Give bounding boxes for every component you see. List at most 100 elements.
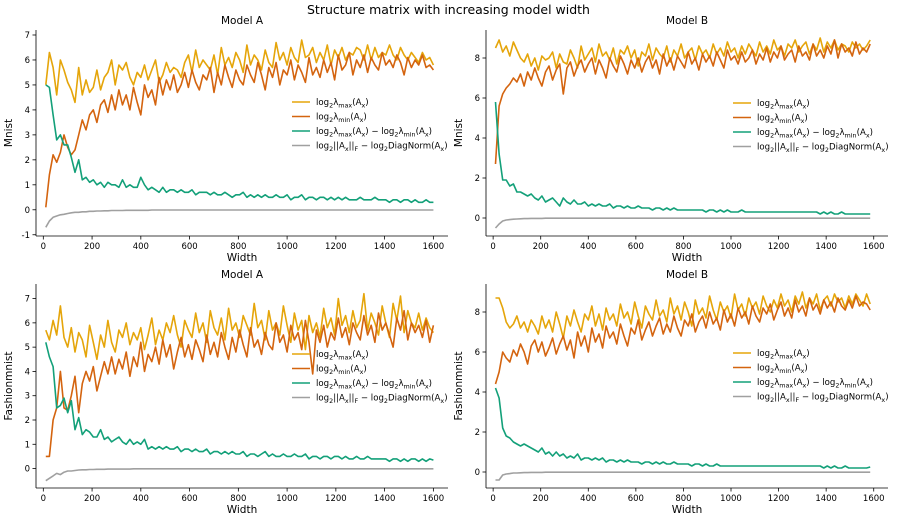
x-tick-label: 1400 [374, 242, 396, 252]
x-tick-label: 1400 [374, 494, 396, 504]
x-tick-label: 600 [181, 242, 197, 252]
y-axis-label: Mnist [453, 119, 465, 147]
series-line-diff [494, 101, 871, 215]
y-tick-label: 8 [475, 308, 480, 318]
x-tick-label: 0 [490, 242, 495, 252]
x-tick-label: 1000 [276, 242, 298, 252]
panel-title: Model A [221, 15, 264, 27]
x-tick-label: 1400 [815, 242, 837, 252]
legend-label-lmin: log2​λmin​(Ax​) [316, 365, 367, 377]
y-tick-label: 0 [475, 468, 480, 478]
y-tick-label: 6 [475, 348, 480, 358]
x-tick-label: 1200 [325, 242, 347, 252]
legend-label-diff: log2​λmax​(Ax​) − log2​λmin​(Ax​) [757, 128, 873, 140]
series-line-lmin [494, 295, 871, 385]
legend-label-diff: log2​λmax​(Ax​) − log2​λmin​(Ax​) [316, 379, 432, 391]
x-tick-label: 1200 [768, 242, 790, 252]
x-tick-label: 800 [230, 494, 246, 504]
y-tick-label: 4 [25, 367, 30, 377]
legend-label-diff: log2​λmax​(Ax​) − log2​λmin​(Ax​) [316, 127, 432, 139]
series-line-lmax [494, 37, 871, 71]
y-tick-label: 4 [475, 134, 480, 144]
y-tick-label: 1 [25, 440, 30, 450]
legend-label-lmin: log2​λmin​(Ax​) [757, 114, 808, 126]
y-tick-label: 2 [25, 416, 30, 426]
y-tick-label: 6 [475, 94, 480, 104]
series-line-lmax [45, 292, 435, 361]
x-tick-label: 1000 [720, 494, 742, 504]
y-tick-label: 4 [475, 388, 480, 398]
series-line-norm [494, 217, 871, 229]
x-tick-label: 800 [675, 494, 691, 504]
x-axis-label: Width [227, 252, 258, 264]
x-tick-label: 200 [84, 494, 100, 504]
x-axis-label: Width [227, 504, 258, 516]
x-tick-label: 800 [675, 242, 691, 252]
y-tick-label: 1 [25, 181, 30, 191]
x-tick-label: 600 [181, 494, 197, 504]
y-tick-label: 7 [25, 31, 30, 41]
legend-label-norm: log2​||Ax​||F​ − log2​DiagNorm(Ax​) [757, 143, 889, 155]
panel-title: Model A [221, 269, 264, 281]
x-axis-label: Width [672, 252, 703, 264]
x-tick-label: 0 [41, 494, 46, 504]
y-tick-label: 0 [25, 206, 30, 216]
legend-label-lmin: log2​λmin​(Ax​) [316, 113, 367, 125]
legend-label-lmin: log2​λmin​(Ax​) [757, 364, 808, 376]
x-tick-label: 1600 [423, 242, 445, 252]
x-tick-label: 1600 [863, 494, 885, 504]
x-tick-label: 200 [84, 242, 100, 252]
legend-label-lmax: log2​λmax​(Ax​) [316, 98, 369, 110]
x-tick-label: 1400 [815, 494, 837, 504]
series-line-lmin [45, 51, 435, 208]
series-line-norm [45, 209, 434, 228]
legend-label-diff: log2​λmax​(Ax​) − log2​λmin​(Ax​) [757, 378, 873, 390]
y-tick-label: 3 [25, 392, 30, 402]
y-tick-label: 5 [25, 343, 30, 353]
series-line-lmin [45, 309, 435, 458]
series-line-diff [494, 387, 871, 469]
x-tick-label: 800 [230, 242, 246, 252]
y-tick-label: -1 [22, 231, 30, 241]
x-tick-label: 1000 [276, 494, 298, 504]
series-line-norm [495, 471, 871, 481]
legend-label-lmax: log2​λmax​(Ax​) [316, 350, 369, 362]
y-tick-label: 2 [475, 428, 480, 438]
series-line-lmax [45, 39, 435, 104]
y-tick-label: 3 [25, 131, 30, 141]
y-tick-label: 2 [475, 174, 480, 184]
x-tick-label: 600 [628, 242, 644, 252]
x-tick-label: 400 [133, 242, 149, 252]
x-tick-label: 1600 [863, 242, 885, 252]
x-tick-label: 0 [41, 242, 46, 252]
series-line-diff [45, 342, 434, 463]
x-tick-label: 400 [580, 494, 596, 504]
legend-label-norm: log2​||Ax​||F​ − log2​DiagNorm(Ax​) [757, 393, 889, 405]
y-axis-label: Fashionmnist [3, 351, 15, 420]
legend-label-norm: log2​||Ax​||F​ − log2​DiagNorm(Ax​) [316, 142, 448, 154]
series-line-lmin [494, 39, 871, 165]
y-tick-label: 0 [25, 465, 30, 475]
y-axis-label: Fashionmnist [453, 351, 465, 420]
y-tick-label: 7 [25, 295, 30, 305]
y-tick-label: 8 [475, 54, 480, 64]
x-tick-label: 200 [533, 494, 549, 504]
legend-label-lmax: log2​λmax​(Ax​) [757, 349, 810, 361]
x-tick-label: 400 [133, 494, 149, 504]
x-axis-label: Width [672, 504, 703, 516]
panel-title: Model B [666, 269, 708, 281]
y-tick-label: 4 [25, 106, 30, 116]
x-tick-label: 1200 [325, 494, 347, 504]
legend-label-lmax: log2​λmax​(Ax​) [757, 99, 810, 111]
figure-title: Structure matrix with increasing model w… [307, 2, 590, 17]
x-tick-label: 1000 [720, 242, 742, 252]
y-tick-label: 5 [25, 81, 30, 91]
y-tick-label: 6 [25, 319, 30, 329]
y-tick-label: 2 [25, 156, 30, 166]
y-tick-label: 6 [25, 56, 30, 66]
series-line-norm [45, 467, 434, 482]
panel-title: Model B [666, 15, 708, 27]
x-tick-label: 200 [533, 242, 549, 252]
legend-label-norm: log2​||Ax​||F​ − log2​DiagNorm(Ax​) [316, 394, 448, 406]
